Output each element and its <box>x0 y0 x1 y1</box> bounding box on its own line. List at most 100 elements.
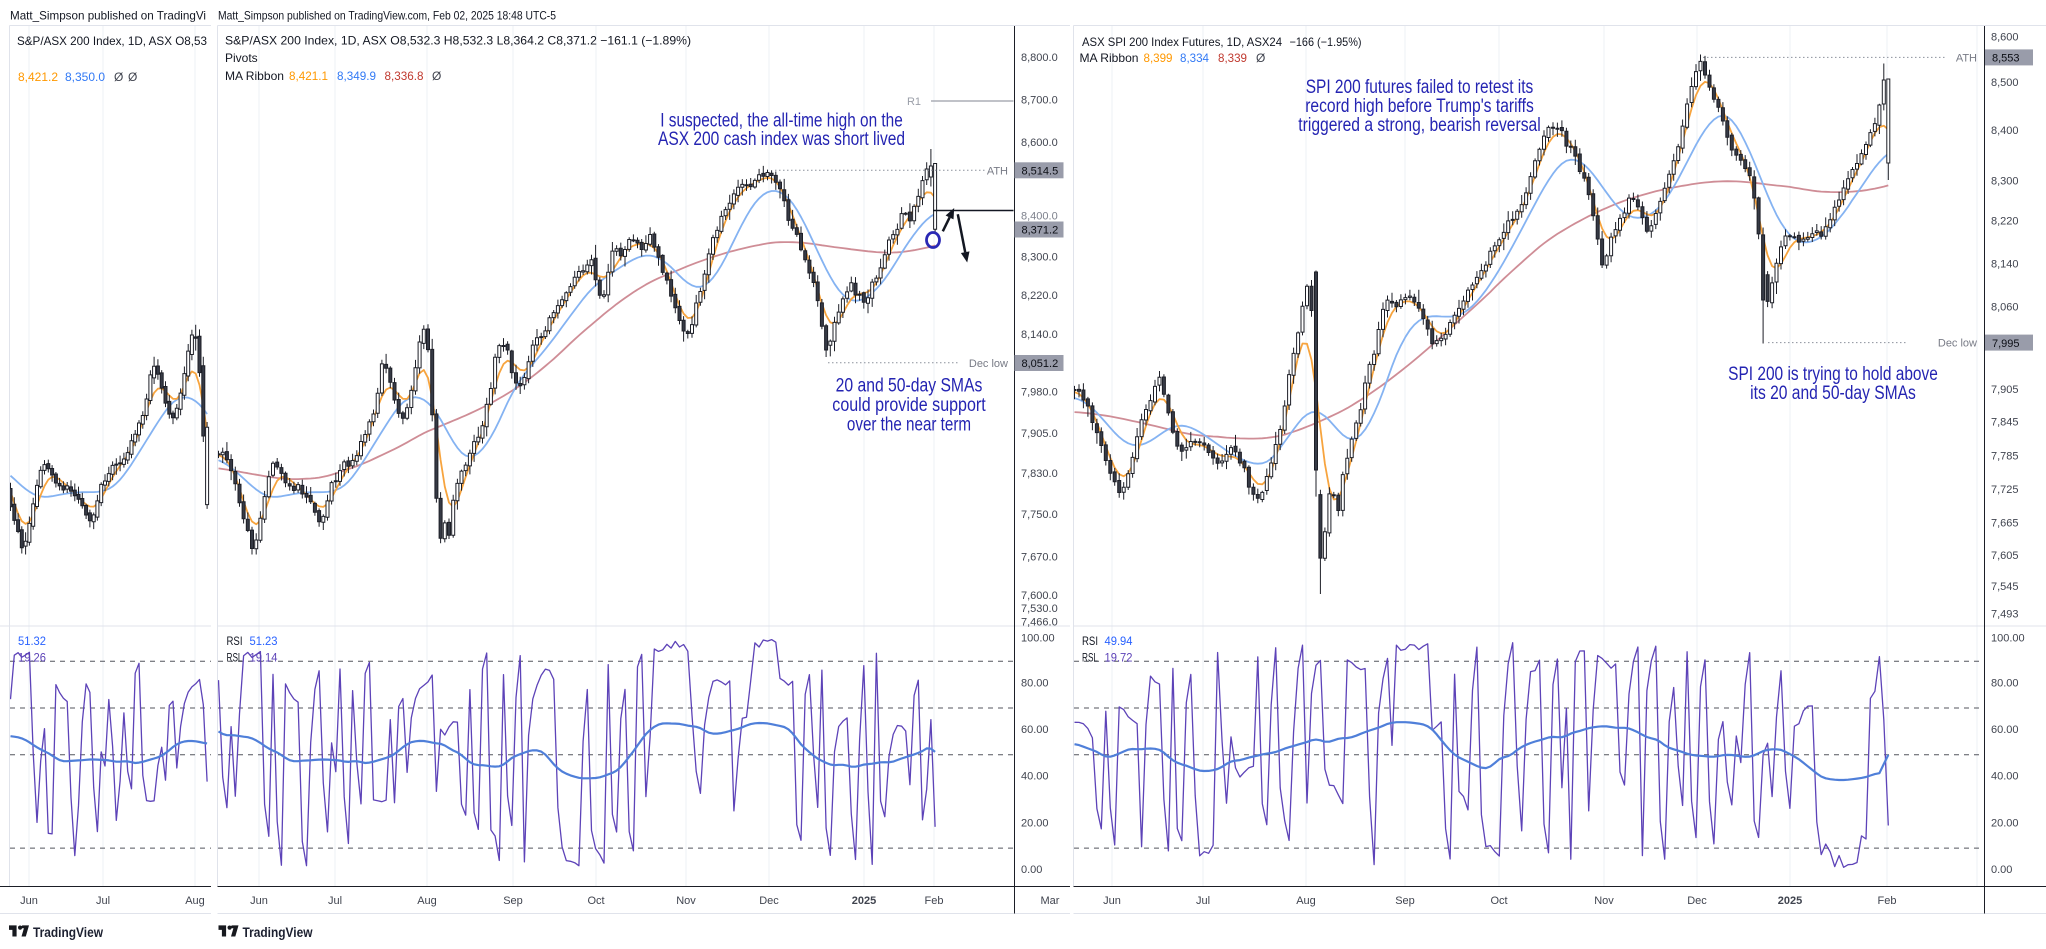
svg-text:Oct: Oct <box>587 895 604 907</box>
svg-text:19.72: 19.72 <box>1105 651 1133 665</box>
svg-text:SPI 200 futures failed to rete: SPI 200 futures failed to retest its <box>1306 77 1534 98</box>
svg-text:8,350.0: 8,350.0 <box>65 70 105 84</box>
svg-text:RSI: RSI <box>227 634 243 648</box>
svg-text:could provide support: could provide support <box>832 395 986 416</box>
svg-text:Dec low: Dec low <box>969 358 1008 370</box>
svg-text:over the near term: over the near term <box>847 415 971 436</box>
svg-text:MA Ribbon: MA Ribbon <box>225 69 284 83</box>
svg-text:Jul: Jul <box>96 895 110 907</box>
svg-text:Nov: Nov <box>676 895 696 907</box>
svg-text:Aug: Aug <box>1296 895 1316 907</box>
svg-text:8,600: 8,600 <box>1991 32 2019 44</box>
svg-text:Mar: Mar <box>1041 895 1060 907</box>
svg-text:Oct: Oct <box>1490 895 1507 907</box>
svg-text:RSI: RSI <box>1082 634 1098 648</box>
svg-text:7,665: 7,665 <box>1991 518 2019 530</box>
svg-text:Nov: Nov <box>1594 895 1614 907</box>
svg-text:20.00: 20.00 <box>1021 817 1049 829</box>
svg-text:20 and 50-day SMAs: 20 and 50-day SMAs <box>836 375 983 396</box>
svg-text:8,220: 8,220 <box>1991 216 2019 228</box>
svg-text:7,750.0: 7,750.0 <box>1021 509 1058 521</box>
svg-text:Ø: Ø <box>114 70 123 84</box>
svg-text:7,845: 7,845 <box>1991 417 2019 429</box>
svg-text:8,300.0: 8,300.0 <box>1021 252 1058 264</box>
svg-text:8,400.0: 8,400.0 <box>1021 211 1058 223</box>
svg-text:MA Ribbon: MA Ribbon <box>1080 51 1139 65</box>
svg-text:8,336.8: 8,336.8 <box>385 69 424 83</box>
svg-text:Ø: Ø <box>1256 51 1265 65</box>
svg-text:RSL: RSL <box>1082 651 1098 665</box>
svg-text:Jun: Jun <box>20 895 38 907</box>
svg-text:8,051.2: 8,051.2 <box>1022 358 1059 370</box>
svg-text:2025: 2025 <box>1778 895 1802 907</box>
svg-text:S&P/ASX 200 Index, 1D, ASX O8: S&P/ASX 200 Index, 1D, ASX O8,53 <box>17 34 207 48</box>
svg-text:TradingView: TradingView <box>243 925 313 940</box>
svg-text:8,600.0: 8,600.0 <box>1021 137 1058 149</box>
svg-text:Sep: Sep <box>503 895 523 907</box>
svg-text:8,700.0: 8,700.0 <box>1021 95 1058 107</box>
svg-text:Ø: Ø <box>128 70 137 84</box>
svg-text:8,300: 8,300 <box>1991 176 2019 188</box>
svg-text:Jun: Jun <box>1103 895 1121 907</box>
svg-text:8,339: 8,339 <box>1218 51 1247 65</box>
svg-text:100.00: 100.00 <box>1991 633 2025 645</box>
svg-text:Jul: Jul <box>328 895 342 907</box>
svg-text:7,905: 7,905 <box>1991 384 2019 396</box>
svg-text:8,421.1: 8,421.1 <box>289 69 328 83</box>
svg-text:S&P/ASX 200 Index, 1D, ASX O8: S&P/ASX 200 Index, 1D, ASX O8,532.3 H8,5… <box>225 34 691 48</box>
svg-text:Feb: Feb <box>925 895 944 907</box>
svg-text:60.00: 60.00 <box>1021 724 1049 736</box>
svg-text:7,466.0: 7,466.0 <box>1021 617 1058 629</box>
svg-text:Jun: Jun <box>250 895 268 907</box>
svg-text:its 20 and 50-day SMAs: its 20 and 50-day SMAs <box>1750 383 1916 404</box>
svg-text:100.00: 100.00 <box>1021 633 1055 645</box>
svg-text:ASX SPI 200 Index Futures, 1D,: ASX SPI 200 Index Futures, 1D, ASX24 <box>1082 35 1282 49</box>
svg-text:Dec: Dec <box>759 895 779 907</box>
svg-text:7,493: 7,493 <box>1991 608 2019 620</box>
svg-text:0.00: 0.00 <box>1021 864 1042 876</box>
svg-text:8,421.2: 8,421.2 <box>18 70 58 84</box>
svg-text:8,400: 8,400 <box>1991 125 2019 137</box>
svg-text:triggered a strong, bearish re: triggered a strong, bearish reversal <box>1298 115 1540 136</box>
svg-text:51.23: 51.23 <box>250 634 278 648</box>
svg-text:7,670.0: 7,670.0 <box>1021 552 1058 564</box>
svg-text:I suspected, the all-time high: I suspected, the all-time high on the <box>660 111 903 132</box>
svg-text:8,349.9: 8,349.9 <box>337 69 376 83</box>
svg-text:80.00: 80.00 <box>1991 678 2019 690</box>
svg-text:record high before Trump's tar: record high before Trump's tariffs <box>1305 96 1534 117</box>
svg-text:7,545: 7,545 <box>1991 581 2019 593</box>
svg-text:R1: R1 <box>907 96 921 108</box>
svg-text:SPI 200 is trying to hold abov: SPI 200 is trying to hold above <box>1728 364 1938 385</box>
svg-text:49.94: 49.94 <box>1105 634 1133 648</box>
svg-text:60.00: 60.00 <box>1991 724 2019 736</box>
svg-text:Ø: Ø <box>432 69 441 83</box>
svg-text:8,800.0: 8,800.0 <box>1021 52 1058 64</box>
svg-text:Dec low: Dec low <box>1938 338 1977 350</box>
svg-text:8,500: 8,500 <box>1991 77 2019 89</box>
svg-text:20.00: 20.00 <box>1991 817 2019 829</box>
svg-text:80.00: 80.00 <box>1021 678 1049 690</box>
svg-text:Matt_Simpson published on Trad: Matt_Simpson published on TradingView.co… <box>218 9 556 23</box>
svg-text:7,605: 7,605 <box>1991 550 2019 562</box>
svg-text:7,785: 7,785 <box>1991 450 2019 462</box>
svg-text:Feb: Feb <box>1878 895 1897 907</box>
svg-text:7,530.0: 7,530.0 <box>1021 603 1058 615</box>
svg-text:8,514.5: 8,514.5 <box>1022 166 1059 178</box>
svg-text:−166 (−1.95%): −166 (−1.95%) <box>1290 35 1362 49</box>
svg-text:7,980.0: 7,980.0 <box>1021 387 1058 399</box>
svg-text:40.00: 40.00 <box>1021 771 1049 783</box>
svg-text:19.14: 19.14 <box>250 651 278 665</box>
svg-text:19.26: 19.26 <box>18 651 46 665</box>
svg-text:8,140: 8,140 <box>1991 259 2019 271</box>
svg-text:Aug: Aug <box>417 895 437 907</box>
svg-text:2025: 2025 <box>852 895 876 907</box>
svg-text:Aug: Aug <box>185 895 205 907</box>
svg-text:7,995: 7,995 <box>1992 338 2020 350</box>
svg-text:Matt_Simpson published on Trad: Matt_Simpson published on TradingVi <box>10 9 206 23</box>
svg-text:Dec: Dec <box>1687 895 1707 907</box>
svg-text:Jul: Jul <box>1196 895 1210 907</box>
svg-text:7,830.0: 7,830.0 <box>1021 468 1058 480</box>
svg-text:8,399: 8,399 <box>1144 51 1173 65</box>
svg-text:ATH: ATH <box>1956 52 1977 64</box>
svg-text:Pivots: Pivots <box>225 51 258 65</box>
